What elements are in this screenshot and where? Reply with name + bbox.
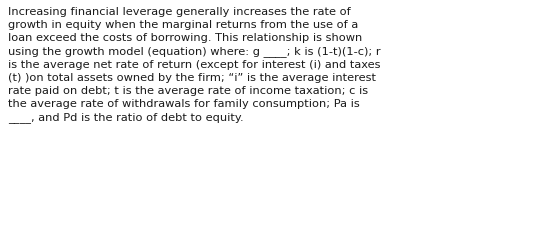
Text: Increasing financial leverage generally increases the rate of
growth in equity w: Increasing financial leverage generally … bbox=[8, 7, 381, 123]
